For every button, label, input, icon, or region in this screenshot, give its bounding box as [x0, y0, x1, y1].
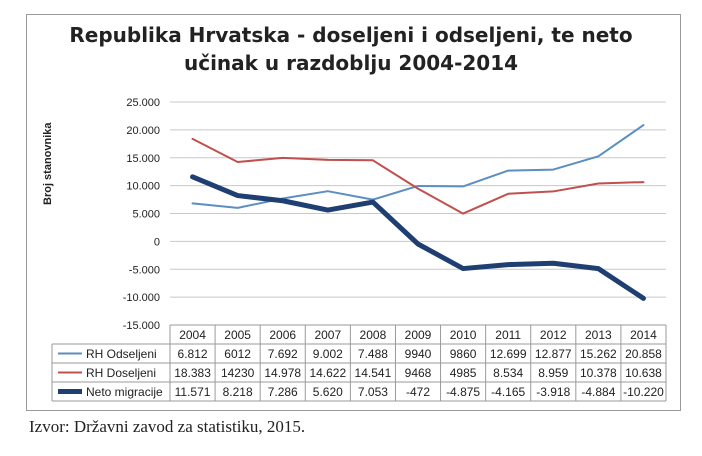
chart-title: Republika Hrvatska - doseljeni i odselje… — [0, 0, 702, 90]
x-category-label: 2014 — [630, 328, 657, 342]
table-value: 10.378 — [580, 366, 617, 380]
table-value: -4.875 — [446, 385, 480, 399]
table-value: 11.571 — [175, 385, 211, 399]
table-value: 5.620 — [313, 385, 343, 399]
x-category-label: 2012 — [540, 328, 567, 342]
table-value: 12.699 — [490, 347, 527, 361]
table-value: 7.286 — [268, 385, 298, 399]
table-value: 15.262 — [580, 347, 617, 361]
table-value: 4985 — [450, 366, 477, 380]
table-value: 20.858 — [625, 347, 662, 361]
table-value: 7.692 — [268, 347, 298, 361]
y-tick-label: 20.000 — [126, 125, 160, 137]
table-value: 8.959 — [538, 366, 568, 380]
y-tick-label: 15.000 — [126, 153, 160, 165]
x-category-label: 2009 — [405, 328, 432, 342]
y-tick-label: 5.000 — [132, 209, 160, 221]
table-value: 14.541 — [355, 366, 392, 380]
table-value: -4.165 — [491, 385, 525, 399]
table-value: 9940 — [405, 347, 432, 361]
table-value: 7.053 — [358, 385, 388, 399]
table-value: 9.002 — [313, 347, 343, 361]
y-tick-label: -15.000 — [123, 320, 160, 332]
table-value: 8.218 — [223, 385, 253, 399]
table-value: 7.488 — [358, 347, 388, 361]
source-note: Izvor: Državni zavod za statistiku, 2015… — [29, 417, 306, 436]
y-tick-label: -5.000 — [129, 264, 160, 276]
x-category-label: 2011 — [495, 328, 521, 342]
x-category-label: 2007 — [314, 328, 341, 342]
table-value: 9860 — [450, 347, 477, 361]
y-tick-label: 0 — [154, 236, 160, 248]
table-value: 14230 — [221, 366, 255, 380]
table-value: -472 — [406, 385, 430, 399]
table-value: -10.220 — [623, 385, 664, 399]
table-value: 12.877 — [535, 347, 572, 361]
table-value: 18.383 — [174, 366, 211, 380]
x-category-label: 2008 — [360, 328, 387, 342]
series-line — [191, 124, 645, 209]
table-value: 14.978 — [264, 366, 301, 380]
chart-title-line-1: Republika Hrvatska - doseljeni i odselje… — [69, 23, 633, 47]
y-tick-label: 10.000 — [126, 181, 160, 193]
x-category-label: 2010 — [450, 328, 477, 342]
table-value: -3.918 — [536, 385, 570, 399]
table-value: 6012 — [224, 347, 251, 361]
legend-label: RH Odseljeni — [86, 347, 157, 361]
x-category-label: 2005 — [224, 328, 251, 342]
table-value: 6.812 — [178, 347, 208, 361]
x-category-label: 2006 — [269, 328, 296, 342]
table-value: -4.884 — [581, 385, 615, 399]
legend-label: Neto migracije — [86, 385, 163, 399]
y-tick-label: 25.000 — [126, 97, 160, 109]
table-value: 9468 — [405, 366, 432, 380]
chart-title-line-2: učinak u razdoblju 2004-2014 — [183, 51, 519, 75]
x-category-label: 2004 — [179, 328, 206, 342]
chart-frame — [26, 14, 681, 411]
table-value: 8.534 — [493, 366, 523, 380]
legend-label: RH Doseljeni — [86, 366, 156, 380]
y-tick-label: -10.000 — [123, 292, 160, 304]
x-category-label: 2013 — [585, 328, 612, 342]
series-line — [190, 174, 646, 301]
table-value: 14.622 — [309, 366, 346, 380]
series-line — [191, 137, 645, 215]
table-value: 10.638 — [625, 366, 662, 380]
